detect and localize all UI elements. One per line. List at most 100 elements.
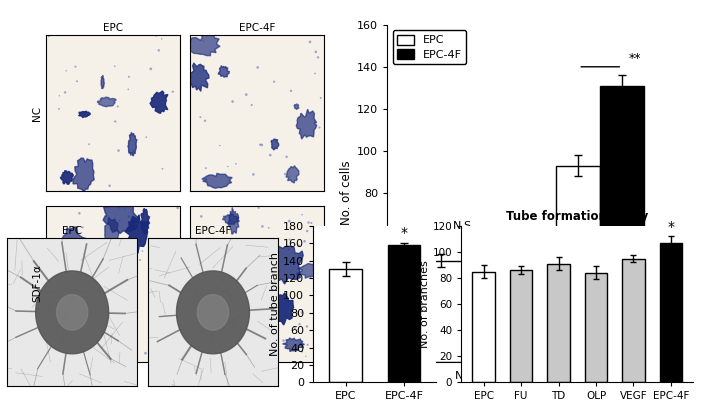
Polygon shape [186, 35, 220, 55]
Polygon shape [201, 304, 221, 310]
Polygon shape [186, 259, 210, 289]
Point [278, 337, 289, 344]
Polygon shape [103, 217, 119, 257]
Point [64, 235, 75, 242]
Point [77, 235, 89, 242]
Point [167, 88, 178, 95]
Polygon shape [225, 263, 244, 271]
Point [246, 102, 258, 108]
Point [241, 91, 252, 98]
Text: N.S: N.S [453, 221, 472, 231]
Point [154, 102, 165, 109]
Polygon shape [56, 295, 88, 330]
Point [302, 342, 313, 348]
Point [86, 291, 97, 298]
Bar [419, 261, 463, 362]
Point [119, 206, 130, 213]
Bar [585, 273, 608, 382]
Polygon shape [73, 158, 94, 192]
Point [104, 182, 115, 189]
Polygon shape [242, 282, 263, 293]
Point [158, 353, 169, 359]
Point [218, 316, 230, 322]
Point [214, 142, 225, 149]
Point [314, 124, 325, 131]
Point [127, 272, 138, 279]
Point [153, 47, 164, 54]
Bar [329, 270, 362, 382]
Polygon shape [202, 173, 232, 188]
Point [115, 245, 127, 252]
Point [310, 48, 322, 55]
Point [291, 309, 303, 316]
Polygon shape [218, 66, 230, 77]
Text: SDF-1α: SDF-1α [32, 265, 42, 302]
Point [227, 98, 238, 105]
Point [194, 229, 206, 236]
Bar [510, 270, 532, 382]
Point [191, 268, 203, 275]
Point [54, 106, 65, 112]
Polygon shape [36, 271, 108, 354]
Polygon shape [92, 251, 101, 286]
Polygon shape [91, 282, 104, 315]
Bar [601, 86, 644, 362]
Text: *: * [401, 226, 408, 240]
Point [232, 305, 244, 311]
Point [233, 322, 244, 328]
Point [283, 246, 294, 252]
Point [165, 317, 177, 324]
Polygon shape [248, 344, 256, 351]
Point [122, 86, 134, 93]
Polygon shape [296, 262, 333, 280]
Polygon shape [79, 111, 90, 118]
Point [208, 323, 219, 329]
Polygon shape [61, 171, 73, 184]
Point [257, 223, 268, 230]
Polygon shape [189, 63, 209, 91]
Point [145, 66, 156, 72]
Point [196, 213, 207, 219]
Text: EPC: EPC [62, 226, 82, 236]
Bar [660, 243, 682, 382]
Polygon shape [218, 335, 235, 367]
Point [301, 323, 313, 330]
Point [77, 224, 88, 231]
Point [166, 318, 177, 325]
Point [43, 33, 54, 40]
Point [313, 54, 324, 60]
Point [318, 256, 329, 263]
Polygon shape [253, 303, 259, 320]
Point [266, 266, 277, 273]
Point [296, 211, 308, 218]
Polygon shape [125, 215, 149, 253]
Point [146, 261, 157, 268]
Point [230, 161, 241, 167]
Point [114, 204, 125, 211]
Bar [463, 246, 507, 362]
Text: EPC-4F: EPC-4F [195, 226, 231, 236]
Point [163, 279, 175, 286]
Point [285, 88, 296, 94]
Polygon shape [271, 293, 294, 325]
Point [114, 217, 125, 224]
Point [150, 350, 161, 356]
Point [140, 350, 151, 356]
Bar [622, 259, 645, 382]
Polygon shape [286, 166, 299, 183]
Polygon shape [294, 104, 299, 109]
Point [196, 242, 207, 249]
Point [210, 342, 221, 349]
Y-axis label: No. of branches: No. of branches [420, 260, 429, 348]
Point [127, 148, 139, 154]
Point [254, 273, 265, 279]
Point [92, 340, 103, 346]
Polygon shape [103, 197, 139, 233]
Point [187, 273, 199, 279]
Point [77, 260, 88, 267]
Point [110, 118, 121, 125]
Point [256, 142, 268, 148]
Point [54, 92, 65, 99]
Bar [472, 272, 495, 382]
Point [310, 70, 321, 77]
